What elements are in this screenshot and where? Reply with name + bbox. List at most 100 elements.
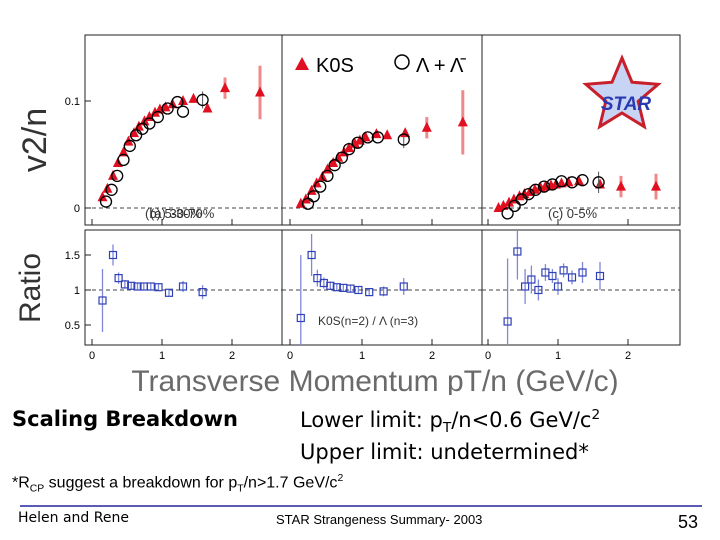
top-y-tick-label: 0.1 <box>65 96 80 108</box>
ratio-point <box>527 275 536 284</box>
k0s-point <box>108 169 118 180</box>
k0s-point <box>220 82 230 93</box>
top-y-tick-label: 0 <box>74 203 80 215</box>
k0s-point <box>118 146 129 157</box>
x-tick-label: 2 <box>625 350 631 362</box>
panel-label: (c) 0-5% <box>548 206 598 221</box>
ratio-point <box>379 287 388 296</box>
x-axis-title: Transverse Momentum pT/n (GeV/c) <box>131 365 618 395</box>
lambda-point <box>371 131 384 144</box>
lambda-point <box>129 129 143 142</box>
k0s-point <box>328 157 339 168</box>
ratio-point <box>127 281 136 290</box>
lambda-point <box>397 133 410 146</box>
k0s-point <box>574 175 584 186</box>
ratio-point <box>296 313 305 323</box>
lambda-point <box>123 139 136 153</box>
v2-scaling-figure: 0 1 2 0 1 2 0 1 2 0 0.1 0.5 1 1.5 v2/n Ratio Transverse … <box>14 34 681 395</box>
figure-labels: 0 1 2 0 1 2 0 1 2 0 0.1 0.5 1 1.5 v2/n Ratio Transverse … <box>14 54 662 395</box>
k0s-point <box>457 116 468 127</box>
lambda-point <box>529 183 542 196</box>
ratio-point <box>520 282 530 291</box>
k0s-point <box>556 177 567 188</box>
upper-limit-text: Upper limit: undetermined* <box>300 440 589 464</box>
lambda-point <box>335 151 348 164</box>
x-tick-label: 0 <box>485 350 491 362</box>
k0s-point <box>202 102 213 113</box>
ratio-point <box>399 282 408 291</box>
x-tick-label: 1 <box>555 350 561 362</box>
lambda-point <box>151 110 164 124</box>
lambda-point <box>321 169 334 183</box>
k0s-point <box>498 199 509 210</box>
star-logo-icon <box>582 54 662 130</box>
lambda-point <box>361 131 374 144</box>
lower-limit-text: Lower limit: pT/n<0.6 GeV/c2 <box>300 407 601 437</box>
lambda-point <box>328 159 341 172</box>
ratio-point <box>578 268 587 277</box>
lambda-point <box>576 174 589 187</box>
panel-label: (b) 5-30% <box>145 206 203 221</box>
data-series <box>97 65 661 345</box>
ratio-point <box>154 283 163 292</box>
lambda-point <box>537 180 551 193</box>
k0s-point <box>504 196 514 207</box>
x-tick-label: 1 <box>159 350 165 362</box>
k0s-point <box>129 127 139 138</box>
lambda-point <box>117 153 130 167</box>
ratio-point <box>503 317 512 326</box>
ratio-point <box>346 284 355 293</box>
k0s-point <box>97 191 108 202</box>
ratio-point <box>534 285 543 295</box>
legend-k0s-label: K0S <box>316 55 354 77</box>
lambda-point <box>546 178 559 191</box>
caption-title: Scaling Breakdown <box>12 407 238 431</box>
ratio-point <box>114 274 123 283</box>
ratio-y-tick-label: 1.5 <box>65 250 80 262</box>
legend-lambda-label: Λ + Λ̄ <box>416 55 466 77</box>
ratio-point <box>365 288 374 297</box>
lambda-point <box>171 95 184 109</box>
legend-k0s-marker <box>295 57 309 70</box>
rcp-note: *RCP suggest a breakdown for pT/n>1.7 Ge… <box>12 473 344 495</box>
lambda-point <box>351 136 364 149</box>
footer-divider <box>20 505 702 507</box>
y-axis-title-ratio: Ratio <box>14 253 47 323</box>
legend-lambda-marker <box>394 54 410 70</box>
ratio-point <box>98 296 107 305</box>
ratio-point <box>133 282 142 291</box>
ratio-y-tick-label: 1 <box>74 285 80 297</box>
ratio-y-tick-label: 0.5 <box>65 320 80 332</box>
panel-top-frame <box>84 34 283 226</box>
panel-label: (a) 30-70% <box>150 206 215 221</box>
lambda-point <box>592 176 605 189</box>
ratio-point <box>354 285 363 295</box>
lambda-point <box>314 180 327 193</box>
k0s-point <box>382 129 393 140</box>
k0s-point <box>188 92 199 103</box>
x-tick-label: 1 <box>359 350 365 362</box>
x-tick-label: 0 <box>89 350 95 362</box>
ratio-point <box>307 250 316 260</box>
footer-title: STAR Strangeness Summary- 2003 <box>276 512 483 527</box>
lambda-point <box>176 105 190 118</box>
k0s-point <box>371 128 382 139</box>
k0s-point <box>102 182 113 193</box>
footer-authors: Helen and Rene <box>18 510 129 526</box>
k0s-point <box>616 180 626 191</box>
ratio-point <box>146 282 155 291</box>
lambda-point <box>105 183 118 196</box>
lambda-point <box>307 190 320 203</box>
y-axis-title-v2: v2/n <box>16 108 54 172</box>
lambda-point <box>161 102 174 115</box>
ratio-point <box>120 280 130 289</box>
ratio-point <box>178 282 188 291</box>
panel-ratio-frame <box>481 229 681 346</box>
ratio-point <box>595 271 605 281</box>
k0s-point <box>400 127 411 138</box>
panel-frames <box>84 34 681 346</box>
x-tick-label: 2 <box>429 350 435 362</box>
lambda-point <box>342 142 356 156</box>
x-tick-label: 2 <box>229 350 235 362</box>
lambda-point <box>508 199 521 213</box>
